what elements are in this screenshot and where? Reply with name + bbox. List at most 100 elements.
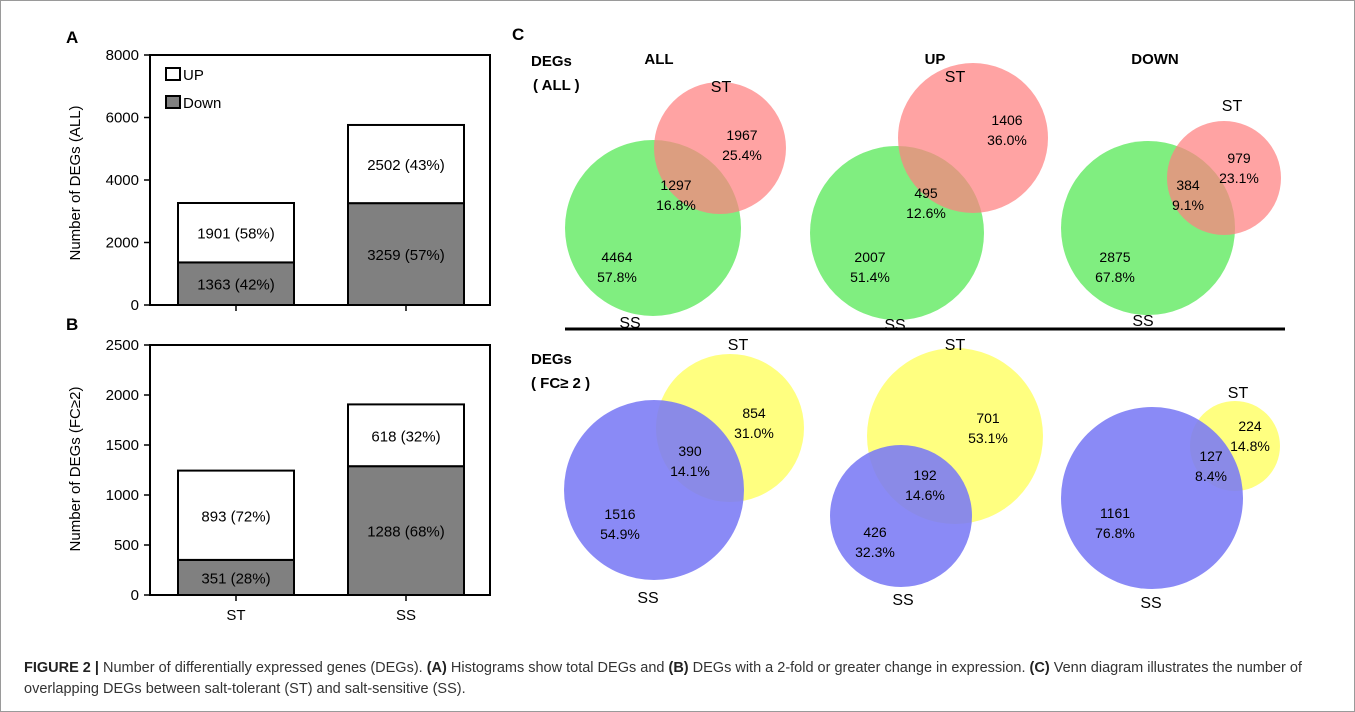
venn-all-up: ST SS 1406 36.0% 495 12.6% 2007 51.4% [810, 63, 1048, 334]
legend-down-label: Down [183, 95, 221, 112]
venn-fc-up: ST SS 701 53.1% 192 14.6% 426 32.3% [830, 337, 1043, 609]
venn-fc-all-st-only-count: 854 [742, 405, 766, 421]
bar-a-st-down-label: 1363 (42%) [197, 277, 275, 294]
venn-fc-up-ss-label: SS [892, 592, 913, 609]
legend-up-swatch [165, 67, 181, 81]
chart-b-xlabel-st: ST [226, 607, 245, 624]
venn-fc-down-ss-only-count: 1161 [1100, 505, 1130, 521]
bar-a-ss-down-label: 3259 (57%) [367, 247, 445, 264]
venn-fc-up-st-only-count: 701 [976, 410, 1000, 426]
venn-title-up: UP [925, 51, 946, 68]
venn-all-down-ss-label: SS [1132, 313, 1153, 330]
venn-fc-up-ss-only-count: 426 [863, 524, 887, 540]
venn-all-all-st-circle [654, 82, 786, 214]
venn-all-up-ss-only-pct: 51.4% [850, 269, 890, 285]
venn-all-all-st-only-pct: 25.4% [722, 147, 762, 163]
venn-fc-all-both-count: 390 [678, 443, 702, 459]
chart-b-ytick-5: 2500 [106, 337, 139, 354]
venn-title-down: DOWN [1131, 51, 1179, 68]
chart-a-bars: 1363 (42%) 1901 (58%) 3259 (57%) 2502 (4… [177, 123, 465, 306]
venn-all-up-st-circle [898, 63, 1048, 213]
chart-b-frame [149, 344, 491, 596]
chart-a-ylabel: Number of DEGs (ALL) [67, 105, 84, 260]
venn-all-down-st-only-pct: 23.1% [1219, 170, 1259, 186]
chart-b-xlabel-ss: SS [396, 607, 416, 624]
panel-a-letter: A [66, 28, 78, 47]
figure-caption: FIGURE 2 | Number of differentially expr… [24, 658, 1334, 700]
venn-all-all-ss-only-count: 4464 [601, 249, 632, 265]
caption-text-2: Histograms show total DEGs and [446, 660, 669, 676]
row-all-label-line1: DEGs [531, 53, 572, 70]
bar-b-ss-up-label: 618 (32%) [371, 428, 440, 445]
caption-text-1: Number of differentially expressed genes… [98, 660, 427, 676]
bar-b-st-down-label: 351 (28%) [201, 570, 270, 587]
venn-all-down: ST SS 979 23.1% 384 9.1% 2875 67.8% [1061, 98, 1281, 330]
venn-fc-up-st-label: ST [945, 337, 966, 354]
chart-b-ytick-4: 2000 [106, 387, 139, 404]
venn-all-down-both-pct: 9.1% [1172, 197, 1204, 213]
venn-all-all-ss-only-pct: 57.8% [597, 269, 637, 285]
chart-b-ylabel: Number of DEGs (FC≥2) [67, 387, 84, 552]
bar-b-st-up [177, 469, 295, 561]
caption-text-3: DEGs with a 2-fold or greater change in … [688, 660, 1030, 676]
chart-a-ytick-1: 2000 [106, 235, 139, 252]
venn-fc-all-st-only-pct: 31.0% [734, 425, 774, 441]
row-all-label-line2: ( ALL ) [533, 77, 580, 94]
venn-all-down-ss-only-count: 2875 [1099, 249, 1130, 265]
chart-b-yticks: 0 500 1000 1500 2000 2500 [106, 337, 139, 604]
panel-b-letter: B [66, 315, 78, 334]
venn-fc-down: ST SS 224 14.8% 127 8.4% 1161 76.8% [1061, 385, 1280, 612]
bar-a-ss-up-label: 2502 (43%) [367, 157, 445, 174]
venn-all-up-st-only-pct: 36.0% [987, 132, 1027, 148]
venn-all-up-ss-only-count: 2007 [854, 249, 885, 265]
venn-all-down-st-circle [1167, 121, 1281, 235]
chart-a-yticks: 0 2000 4000 6000 8000 [106, 47, 139, 314]
venn-all-down-st-only-count: 979 [1227, 150, 1251, 166]
bar-b-st-up-label: 893 (72%) [201, 508, 270, 525]
panel-c: C DEGs ( ALL ) ALL UP DOWN ST SS 1967 25… [512, 25, 1285, 612]
venn-fc-all-ss-only-pct: 54.9% [600, 526, 640, 542]
bar-b-ss-down-label: 1288 (68%) [367, 524, 445, 541]
chart-b-ytick-1: 500 [114, 537, 139, 554]
venn-all-up-st-only-count: 1406 [991, 112, 1022, 128]
row-fc-label-line2: ( FC≥ 2 ) [531, 375, 590, 392]
chart-a-ytick-3: 6000 [106, 110, 139, 127]
venn-all-up-ss-label: SS [884, 317, 905, 334]
venn-fc-up-both-pct: 14.6% [905, 487, 945, 503]
venn-fc-down-st-only-pct: 14.8% [1230, 438, 1270, 454]
caption-ref-b: (B) [668, 660, 689, 676]
caption-text-4: Venn diagram illustrates the number of o… [24, 660, 1302, 697]
venn-fc-up-both-count: 192 [913, 467, 937, 483]
caption-figure-label: FIGURE 2 | [24, 660, 99, 676]
chart-a-legend: UP Down [165, 67, 221, 112]
venn-fc-down-ss-label: SS [1140, 595, 1161, 612]
caption-ref-a: (A) [426, 660, 447, 676]
venn-fc-down-both-count: 127 [1199, 448, 1223, 464]
venn-fc-down-ss-only-pct: 76.8% [1095, 525, 1135, 541]
legend-down-swatch [165, 95, 181, 109]
bar-a-st-up-label: 1901 (58%) [197, 226, 275, 243]
chart-a-ytick-4: 8000 [106, 47, 139, 64]
venn-fc-up-st-only-pct: 53.1% [968, 430, 1008, 446]
venn-fc-all-ss-label: SS [637, 590, 658, 607]
venn-all-down-st-label: ST [1222, 98, 1243, 115]
venn-fc-down-both-pct: 8.4% [1195, 468, 1227, 484]
venn-all-up-both-count: 495 [914, 185, 938, 201]
venn-fc-all-ss-only-count: 1516 [604, 506, 635, 522]
venn-fc-down-st-label: ST [1228, 385, 1249, 402]
panel-c-letter: C [512, 25, 524, 44]
panel-b: B Number of DEGs (FC≥2) 0 500 1000 1500 … [66, 315, 491, 624]
chart-b-ytick-0: 0 [131, 587, 139, 604]
venn-fc-all-ss-circle [564, 400, 744, 580]
venn-fc-up-ss-only-pct: 32.3% [855, 544, 895, 560]
venn-fc-all-st-label: ST [728, 337, 749, 354]
venn-all-all-both-count: 1297 [660, 177, 691, 193]
venn-all-all-st-label: ST [711, 79, 732, 96]
venn-fc-all: ST SS 854 31.0% 390 14.1% 1516 54.9% [564, 337, 804, 607]
bar-a-st-up [177, 202, 295, 264]
venn-fc-down-st-only-count: 224 [1238, 418, 1262, 434]
venn-all-up-both-pct: 12.6% [906, 205, 946, 221]
legend-up-label: UP [183, 67, 204, 84]
venn-all-all-st-only-count: 1967 [726, 127, 757, 143]
venn-fc-all-both-pct: 14.1% [670, 463, 710, 479]
